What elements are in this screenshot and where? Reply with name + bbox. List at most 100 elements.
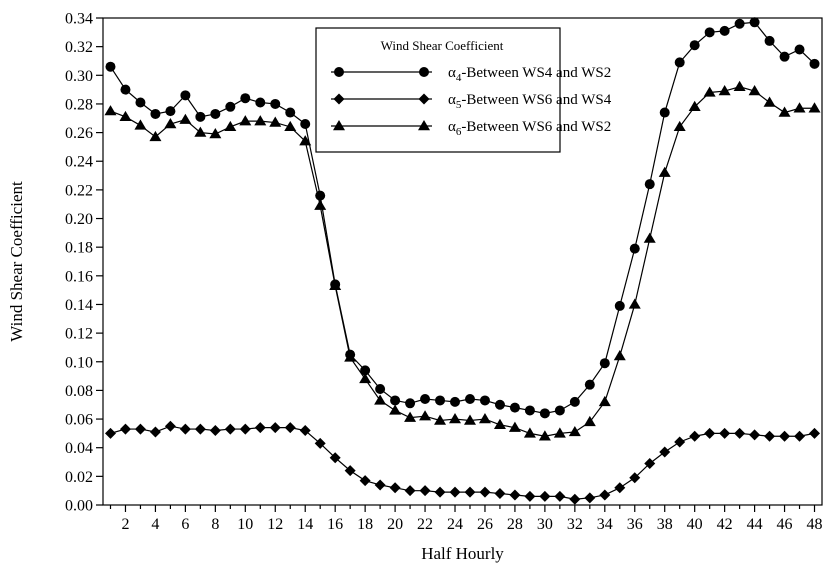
series-circle xyxy=(105,17,820,419)
data-point xyxy=(614,300,625,311)
data-point xyxy=(703,86,716,97)
data-point xyxy=(195,111,206,122)
data-point xyxy=(809,427,821,439)
x-tick-label: 38 xyxy=(657,516,673,533)
data-point xyxy=(539,490,551,502)
x-tick-label: 46 xyxy=(777,516,793,533)
data-point xyxy=(179,423,191,435)
x-tick-label: 36 xyxy=(627,516,643,533)
data-point xyxy=(808,102,821,113)
x-tick-label: 16 xyxy=(327,516,343,533)
data-point xyxy=(779,430,791,442)
x-tick-label: 18 xyxy=(357,516,373,533)
x-tick-label: 30 xyxy=(537,516,553,533)
data-point xyxy=(719,25,730,36)
y-tick-label: 0.32 xyxy=(65,39,93,56)
x-tick-label: 42 xyxy=(717,516,733,533)
data-point xyxy=(538,430,551,441)
series-triangle xyxy=(104,80,821,441)
data-point xyxy=(658,166,671,177)
data-point xyxy=(105,61,116,72)
data-point xyxy=(150,108,161,119)
data-point xyxy=(614,482,626,494)
data-point xyxy=(733,80,746,91)
data-point xyxy=(674,57,685,68)
legend-marker xyxy=(334,67,344,77)
data-point xyxy=(629,472,641,484)
legend-label: α5-Between WS6 and WS4 xyxy=(448,92,612,111)
data-point xyxy=(554,405,565,416)
data-point xyxy=(119,110,132,122)
data-point xyxy=(613,350,626,361)
data-point xyxy=(299,135,312,146)
x-tick-label: 32 xyxy=(567,516,583,533)
data-point xyxy=(659,107,670,118)
plot-frame xyxy=(102,17,823,506)
x-tick-label: 20 xyxy=(387,516,403,533)
data-point xyxy=(583,415,596,427)
data-point xyxy=(659,446,671,458)
data-point xyxy=(554,490,566,502)
data-point xyxy=(149,130,162,142)
data-point xyxy=(239,115,252,126)
data-point xyxy=(104,427,116,439)
data-point xyxy=(553,427,566,438)
data-point xyxy=(704,427,716,439)
data-point xyxy=(584,492,596,504)
data-point xyxy=(270,98,281,109)
data-point xyxy=(269,116,282,127)
data-point xyxy=(389,482,401,494)
data-point xyxy=(224,120,237,132)
data-point xyxy=(794,430,806,442)
data-point xyxy=(134,119,147,130)
data-point xyxy=(464,394,475,405)
data-point xyxy=(508,421,521,432)
y-tick-label: 0.02 xyxy=(65,469,93,486)
y-tick-label: 0.12 xyxy=(65,326,93,343)
data-point xyxy=(509,489,521,501)
legend-marker xyxy=(419,67,429,77)
data-point xyxy=(435,395,446,406)
data-point xyxy=(749,429,761,441)
data-point xyxy=(149,426,161,438)
data-point xyxy=(420,394,431,405)
data-point xyxy=(329,279,342,291)
data-point xyxy=(404,485,416,497)
data-point xyxy=(285,107,296,118)
data-point xyxy=(688,100,701,112)
y-tick-label: 0.10 xyxy=(65,354,93,371)
data-point xyxy=(449,486,461,498)
x-tick-label: 4 xyxy=(151,516,159,533)
data-point xyxy=(254,422,266,434)
data-point xyxy=(463,414,476,425)
data-point xyxy=(599,489,611,501)
data-point xyxy=(778,106,791,117)
data-point xyxy=(300,118,311,129)
data-point xyxy=(764,430,776,442)
data-point xyxy=(763,96,776,107)
data-point xyxy=(493,418,506,429)
data-point xyxy=(434,414,447,425)
x-axis-title: Half Hourly xyxy=(421,544,504,563)
data-point xyxy=(419,410,432,421)
x-tick-label: 10 xyxy=(237,516,253,533)
data-point xyxy=(135,97,146,108)
data-point xyxy=(644,457,656,469)
data-point xyxy=(299,425,311,437)
data-point xyxy=(569,493,581,505)
y-tick-label: 0.04 xyxy=(65,440,93,457)
data-point xyxy=(689,40,700,51)
data-point xyxy=(689,430,701,442)
data-point xyxy=(673,120,686,132)
data-point xyxy=(419,485,431,497)
data-point xyxy=(359,475,371,487)
data-point xyxy=(719,427,731,439)
data-point xyxy=(464,486,476,498)
data-point xyxy=(389,404,402,415)
legend-box xyxy=(315,27,561,153)
data-point xyxy=(734,427,746,439)
x-tick-label: 8 xyxy=(211,516,219,533)
x-tick-label: 34 xyxy=(597,516,613,533)
data-point xyxy=(360,365,371,376)
data-point xyxy=(240,93,251,104)
